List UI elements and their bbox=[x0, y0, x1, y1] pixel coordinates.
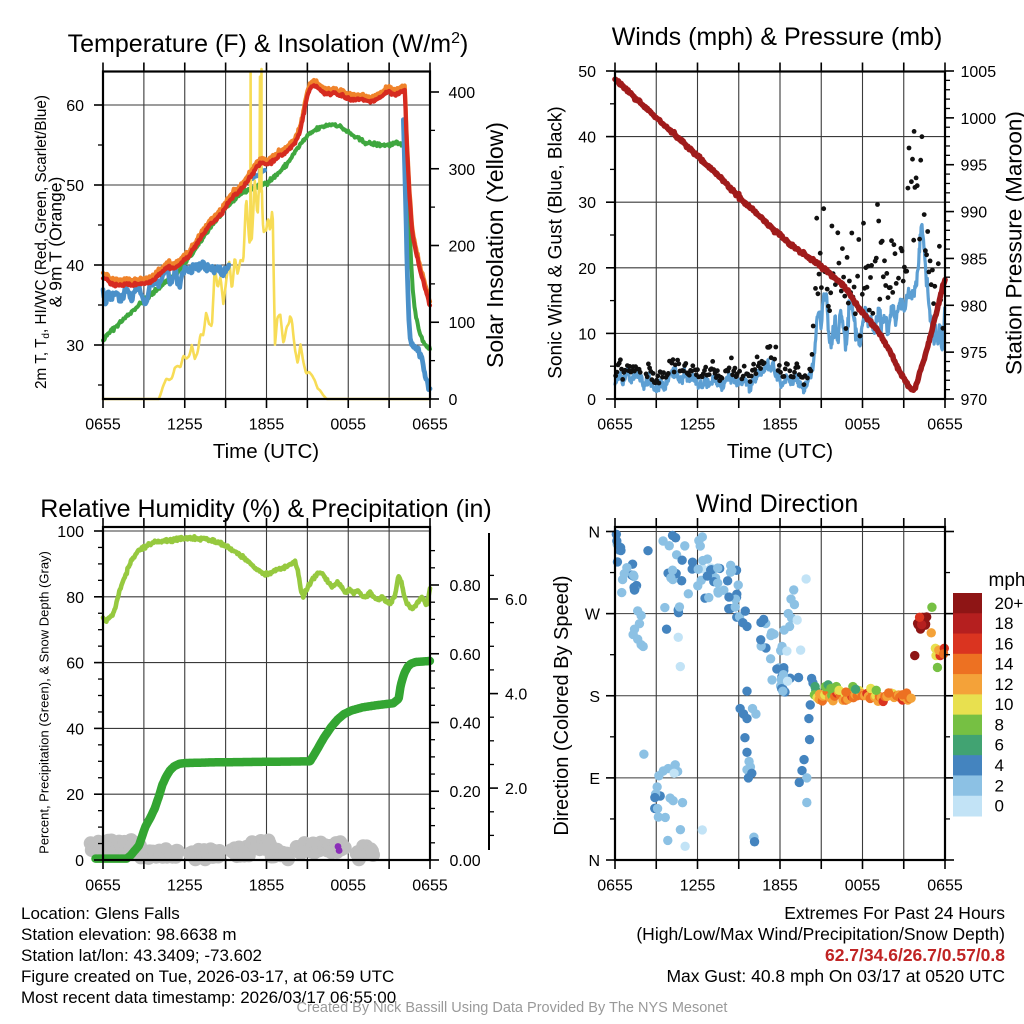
svg-text:40: 40 bbox=[66, 258, 84, 275]
svg-text:Relative Humidity (%) & Precip: Relative Humidity (%) & Precipitation (i… bbox=[40, 495, 492, 523]
svg-text:200: 200 bbox=[449, 239, 476, 256]
svg-text:50: 50 bbox=[578, 64, 596, 81]
svg-text:8: 8 bbox=[995, 716, 1004, 735]
svg-text:1255: 1255 bbox=[167, 417, 203, 434]
svg-text:995: 995 bbox=[961, 158, 988, 175]
svg-text:Winds (mph) & Pressure (mb): Winds (mph) & Pressure (mb) bbox=[612, 23, 943, 51]
svg-text:985: 985 bbox=[961, 251, 988, 268]
svg-text:0655: 0655 bbox=[927, 878, 963, 895]
svg-text:1005: 1005 bbox=[961, 64, 997, 81]
svg-text:970: 970 bbox=[961, 392, 988, 409]
svg-text:1855: 1855 bbox=[762, 417, 798, 434]
svg-text:0055: 0055 bbox=[330, 417, 366, 434]
svg-text:6: 6 bbox=[995, 736, 1004, 755]
svg-text:990: 990 bbox=[961, 205, 988, 222]
svg-text:Wind Direction: Wind Direction bbox=[696, 490, 859, 518]
svg-text:Most recent data timestamp: 20: Most recent data timestamp: 2026/03/17 0… bbox=[21, 988, 396, 1007]
svg-text:0655: 0655 bbox=[85, 878, 121, 895]
svg-text:Percent, Precipitation (Green): Percent, Precipitation (Green), & Snow D… bbox=[37, 551, 52, 854]
svg-text:6.0: 6.0 bbox=[505, 592, 527, 609]
svg-text:300: 300 bbox=[449, 162, 476, 179]
svg-text:100: 100 bbox=[57, 524, 84, 541]
svg-text:0055: 0055 bbox=[845, 878, 881, 895]
svg-text:0655: 0655 bbox=[597, 417, 633, 434]
svg-text:0055: 0055 bbox=[845, 417, 881, 434]
svg-text:Extremes For Past 24 Hours: Extremes For Past 24 Hours bbox=[784, 903, 1005, 923]
svg-text:4.0: 4.0 bbox=[505, 687, 527, 704]
svg-text:(High/Low/Max Wind/Precipitati: (High/Low/Max Wind/Precipitation/Snow De… bbox=[636, 924, 1005, 944]
svg-text:60: 60 bbox=[66, 98, 84, 115]
svg-text:0.00: 0.00 bbox=[450, 853, 481, 870]
svg-text:400: 400 bbox=[449, 85, 476, 102]
svg-text:Figure created on Tue, 2026-03: Figure created on Tue, 2026-03-17, at 06… bbox=[21, 967, 394, 986]
svg-text:20: 20 bbox=[66, 787, 84, 804]
svg-text:0: 0 bbox=[587, 392, 596, 409]
svg-text:50: 50 bbox=[66, 178, 84, 195]
svg-text:30: 30 bbox=[578, 195, 596, 212]
svg-text:W: W bbox=[585, 607, 601, 624]
svg-text:30: 30 bbox=[66, 338, 84, 355]
svg-text:0055: 0055 bbox=[330, 878, 366, 895]
svg-text:1255: 1255 bbox=[680, 417, 716, 434]
svg-text:1855: 1855 bbox=[249, 878, 285, 895]
svg-text:20: 20 bbox=[578, 261, 596, 278]
svg-text:14: 14 bbox=[995, 655, 1014, 674]
svg-text:E: E bbox=[589, 771, 600, 788]
svg-text:Direction (Colored By Speed): Direction (Colored By Speed) bbox=[551, 575, 573, 835]
svg-text:12: 12 bbox=[995, 675, 1014, 694]
svg-text:0655: 0655 bbox=[412, 417, 448, 434]
svg-text:Solar Insolation (Yellow): Solar Insolation (Yellow) bbox=[482, 122, 508, 368]
svg-text:40: 40 bbox=[578, 130, 596, 147]
svg-text:16: 16 bbox=[995, 634, 1014, 653]
svg-text:Station elevation: 98.6638 m: Station elevation: 98.6638 m bbox=[21, 925, 236, 944]
svg-text:60: 60 bbox=[66, 656, 84, 673]
svg-text:0.80: 0.80 bbox=[450, 578, 481, 595]
svg-text:975: 975 bbox=[961, 345, 988, 362]
svg-text:0655: 0655 bbox=[597, 878, 633, 895]
svg-text:0.20: 0.20 bbox=[450, 784, 481, 801]
svg-text:Max Gust: 40.8 mph On 03/17 at: Max Gust: 40.8 mph On 03/17 at 0520 UTC bbox=[666, 966, 1005, 986]
svg-text:1855: 1855 bbox=[249, 417, 285, 434]
svg-text:0: 0 bbox=[449, 392, 458, 409]
svg-text:Temperature (F) & Insolation (: Temperature (F) & Insolation (W/m2) bbox=[68, 30, 469, 58]
svg-text:mph: mph bbox=[989, 570, 1024, 591]
svg-text:Time (UTC): Time (UTC) bbox=[727, 440, 833, 463]
svg-text:N: N bbox=[588, 853, 600, 870]
svg-text:0.40: 0.40 bbox=[450, 716, 481, 733]
svg-text:18: 18 bbox=[995, 614, 1014, 633]
svg-text:10: 10 bbox=[578, 326, 596, 343]
svg-text:Time (UTC): Time (UTC) bbox=[213, 440, 319, 463]
svg-text:1255: 1255 bbox=[680, 878, 716, 895]
svg-text:Station lat/lon: 43.3409; -73.: Station lat/lon: 43.3409; -73.602 bbox=[21, 946, 262, 965]
svg-text:1855: 1855 bbox=[762, 878, 798, 895]
svg-text:4: 4 bbox=[995, 756, 1004, 775]
svg-text:40: 40 bbox=[66, 721, 84, 738]
svg-text:0.60: 0.60 bbox=[450, 647, 481, 664]
svg-text:N: N bbox=[588, 525, 600, 542]
svg-text:Sonic Wind & Gust (Blue, Black: Sonic Wind & Gust (Blue, Black) bbox=[546, 106, 567, 378]
svg-text:0655: 0655 bbox=[927, 417, 963, 434]
svg-text:20+: 20+ bbox=[995, 594, 1024, 613]
svg-text:0: 0 bbox=[995, 797, 1004, 816]
svg-text:0: 0 bbox=[75, 853, 84, 870]
svg-text:980: 980 bbox=[961, 298, 988, 315]
svg-text:& 9m T (Orange): & 9m T (Orange) bbox=[46, 177, 66, 308]
svg-text:62.7/34.6/26.7/0.57/0.8: 62.7/34.6/26.7/0.57/0.8 bbox=[825, 945, 1005, 965]
svg-text:0655: 0655 bbox=[85, 417, 121, 434]
svg-text:100: 100 bbox=[449, 315, 476, 332]
svg-text:1255: 1255 bbox=[167, 878, 203, 895]
svg-text:10: 10 bbox=[995, 695, 1014, 714]
svg-text:1000: 1000 bbox=[961, 111, 997, 128]
svg-text:2: 2 bbox=[995, 776, 1004, 795]
svg-text:Location: Glens Falls: Location: Glens Falls bbox=[21, 904, 180, 923]
svg-text:Station Pressure (Maroon): Station Pressure (Maroon) bbox=[1002, 111, 1024, 375]
svg-text:2.0: 2.0 bbox=[505, 781, 527, 798]
svg-text:2m T, Td, HI/WC (Red, Green, S: 2m T, Td, HI/WC (Red, Green, Scarlet/Blu… bbox=[33, 95, 52, 389]
svg-text:0655: 0655 bbox=[412, 878, 448, 895]
svg-text:S: S bbox=[589, 689, 600, 706]
svg-text:80: 80 bbox=[66, 590, 84, 607]
svg-text:Created By Nick Bassill Using: Created By Nick Bassill Using Data Provi… bbox=[297, 1000, 728, 1016]
